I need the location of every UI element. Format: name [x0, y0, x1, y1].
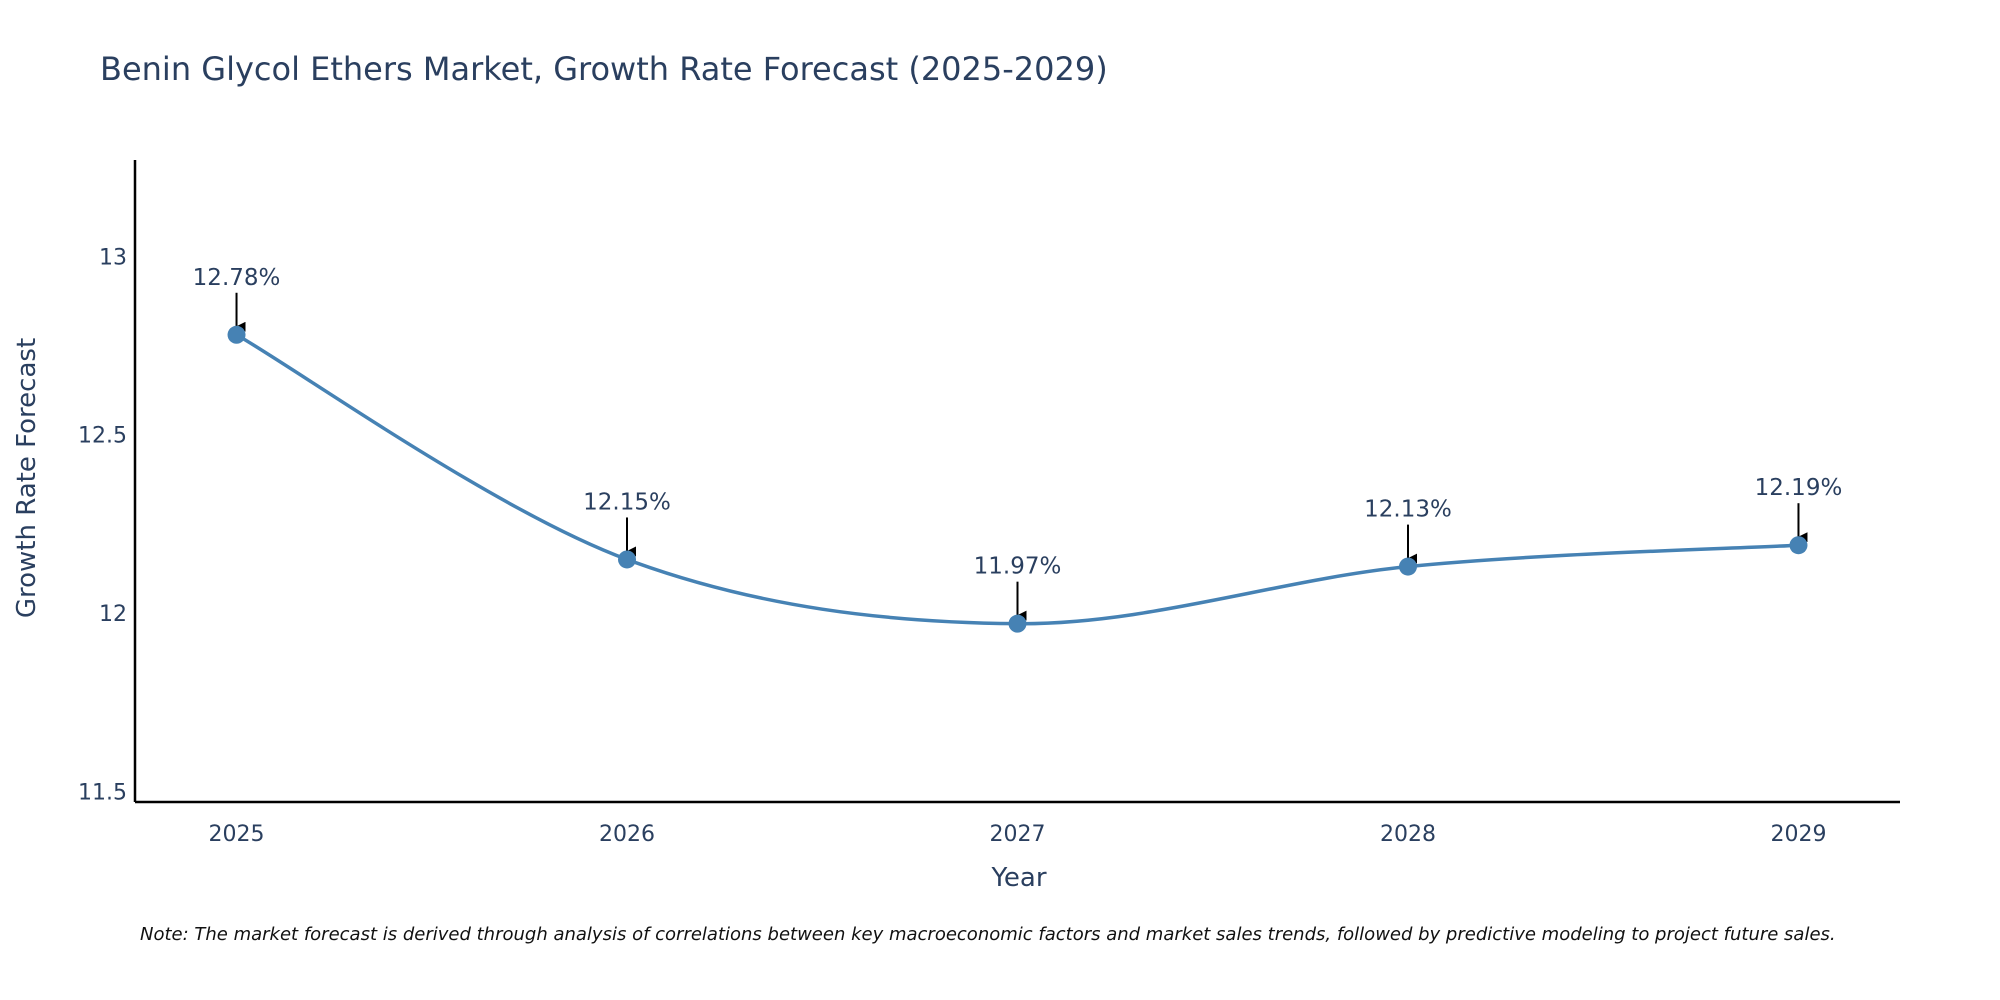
data-point-2028[interactable] [1398, 557, 1417, 576]
data-label: 11.97% [974, 554, 1062, 580]
y-tick-label: 11.5 [78, 780, 127, 805]
chart-footnote: Note: The market forecast is derived thr… [140, 924, 1836, 945]
data-label: 12.78% [193, 265, 281, 291]
x-tick-label: 2029 [1770, 822, 1826, 847]
y-axis-ticks: 11.5 12 12.5 13 [78, 245, 127, 805]
y-tick-label: 13 [99, 245, 127, 270]
y-axis-title: Growth Rate Forecast [12, 338, 42, 618]
data-point-markers [227, 325, 1808, 633]
x-axis-title: Year [990, 863, 1046, 893]
data-label: 12.13% [1364, 497, 1452, 523]
series-line-growth-rate [235, 333, 1799, 626]
y-tick-label: 12 [99, 602, 127, 627]
chart-title: Benin Glycol Ethers Market, Growth Rate … [100, 50, 1108, 88]
data-point-2025[interactable] [227, 325, 246, 344]
y-tick-label: 12.5 [78, 424, 127, 449]
x-tick-label: 2025 [209, 822, 265, 847]
x-axis-ticks: 2025 2026 2027 2028 2029 [209, 822, 1827, 847]
data-point-2027[interactable] [1008, 614, 1027, 633]
x-tick-label: 2028 [1380, 822, 1436, 847]
x-tick-label: 2027 [990, 822, 1046, 847]
data-label: 12.15% [583, 489, 671, 515]
data-label-annotations: 12.78% 12.15% 11.97% 12.13% 12.19% [193, 265, 1843, 621]
x-tick-label: 2026 [599, 822, 655, 847]
data-point-2029[interactable] [1789, 536, 1808, 555]
data-point-2026[interactable] [618, 550, 637, 569]
data-label: 12.19% [1755, 475, 1843, 501]
